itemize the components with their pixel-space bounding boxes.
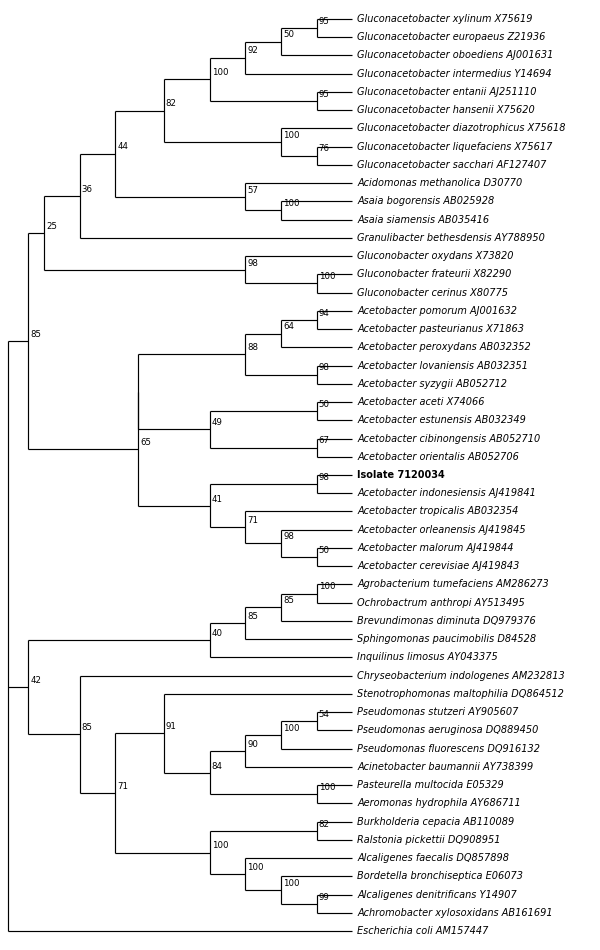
Text: Asaia bogorensis AB025928: Asaia bogorensis AB025928 — [357, 197, 494, 206]
Text: Gluconacetobacter xylinum X75619: Gluconacetobacter xylinum X75619 — [357, 13, 533, 24]
Text: 82: 82 — [319, 820, 329, 828]
Text: 98: 98 — [319, 473, 329, 482]
Text: Asaia siamensis AB035416: Asaia siamensis AB035416 — [357, 215, 490, 224]
Text: 71: 71 — [247, 516, 259, 525]
Text: Brevundimonas diminuta DQ979376: Brevundimonas diminuta DQ979376 — [357, 616, 536, 626]
Text: Gluconacetobacter europaeus Z21936: Gluconacetobacter europaeus Z21936 — [357, 32, 545, 42]
Text: Acetobacter aceti X74066: Acetobacter aceti X74066 — [357, 397, 485, 407]
Text: 95: 95 — [319, 89, 329, 99]
Text: Chryseobacterium indologenes AM232813: Chryseobacterium indologenes AM232813 — [357, 671, 565, 681]
Text: Burkholderia cepacia AB110089: Burkholderia cepacia AB110089 — [357, 817, 514, 826]
Text: Gluconobacter oxydans X73820: Gluconobacter oxydans X73820 — [357, 251, 514, 261]
Text: Acetobacter orientalis AB052706: Acetobacter orientalis AB052706 — [357, 452, 519, 462]
Text: Acetobacter cibinongensis AB052710: Acetobacter cibinongensis AB052710 — [357, 433, 541, 444]
Text: 100: 100 — [212, 842, 228, 850]
Text: 100: 100 — [247, 863, 264, 872]
Text: 44: 44 — [118, 142, 128, 151]
Text: Ochrobactrum anthropi AY513495: Ochrobactrum anthropi AY513495 — [357, 598, 525, 608]
Text: Acetobacter peroxydans AB032352: Acetobacter peroxydans AB032352 — [357, 342, 531, 352]
Text: Acetobacter estunensis AB032349: Acetobacter estunensis AB032349 — [357, 415, 526, 426]
Text: 100: 100 — [319, 582, 335, 592]
Text: 49: 49 — [212, 418, 223, 428]
Text: Pasteurella multocida E05329: Pasteurella multocida E05329 — [357, 780, 504, 790]
Text: 94: 94 — [319, 309, 329, 317]
Text: 71: 71 — [118, 782, 128, 790]
Text: 100: 100 — [283, 879, 299, 888]
Text: 92: 92 — [247, 47, 258, 55]
Text: Acetobacter indonesiensis AJ419841: Acetobacter indonesiensis AJ419841 — [357, 488, 536, 498]
Text: 100: 100 — [212, 68, 228, 77]
Text: Gluconacetobacter oboediens AJ001631: Gluconacetobacter oboediens AJ001631 — [357, 50, 554, 60]
Text: 98: 98 — [247, 258, 258, 268]
Text: Gluconobacter cerinus X80775: Gluconobacter cerinus X80775 — [357, 288, 508, 297]
Text: 100: 100 — [319, 783, 335, 792]
Text: Acetobacter malorum AJ419844: Acetobacter malorum AJ419844 — [357, 543, 514, 553]
Text: Gluconobacter frateurii X82290: Gluconobacter frateurii X82290 — [357, 269, 512, 279]
Text: Acetobacter tropicalis AB032354: Acetobacter tropicalis AB032354 — [357, 506, 518, 517]
Text: 85: 85 — [31, 330, 41, 338]
Text: 54: 54 — [319, 711, 329, 719]
Text: Stenotrophomonas maltophilia DQ864512: Stenotrophomonas maltophilia DQ864512 — [357, 689, 564, 699]
Text: Gluconacetobacter sacchari AF127407: Gluconacetobacter sacchari AF127407 — [357, 160, 547, 170]
Text: Inquilinus limosus AY043375: Inquilinus limosus AY043375 — [357, 653, 498, 662]
Text: 25: 25 — [46, 221, 57, 231]
Text: 85: 85 — [247, 612, 259, 621]
Text: 50: 50 — [319, 400, 329, 408]
Text: Pseudomonas aeruginosa DQ889450: Pseudomonas aeruginosa DQ889450 — [357, 726, 539, 735]
Text: 88: 88 — [247, 343, 259, 352]
Text: 57: 57 — [247, 185, 259, 195]
Text: Alcaligenes faecalis DQ857898: Alcaligenes faecalis DQ857898 — [357, 853, 509, 864]
Text: Agrobacterium tumefaciens AM286273: Agrobacterium tumefaciens AM286273 — [357, 580, 549, 590]
Text: Achromobacter xylosoxidans AB161691: Achromobacter xylosoxidans AB161691 — [357, 908, 553, 918]
Text: 100: 100 — [283, 131, 299, 140]
Text: Ralstonia pickettii DQ908951: Ralstonia pickettii DQ908951 — [357, 835, 501, 845]
Text: Aeromonas hydrophila AY686711: Aeromonas hydrophila AY686711 — [357, 799, 521, 808]
Text: Acidomonas methanolica D30770: Acidomonas methanolica D30770 — [357, 178, 523, 188]
Text: Gluconacetobacter diazotrophicus X75618: Gluconacetobacter diazotrophicus X75618 — [357, 124, 566, 133]
Text: Escherichia coli AM157447: Escherichia coli AM157447 — [357, 926, 488, 937]
Text: 85: 85 — [283, 596, 294, 605]
Text: 65: 65 — [140, 438, 151, 446]
Text: Bordetella bronchiseptica E06073: Bordetella bronchiseptica E06073 — [357, 871, 523, 882]
Text: 41: 41 — [212, 495, 223, 504]
Text: Gluconacetobacter entanii AJ251110: Gluconacetobacter entanii AJ251110 — [357, 86, 537, 97]
Text: Acetobacter syzygii AB052712: Acetobacter syzygii AB052712 — [357, 379, 507, 389]
Text: 64: 64 — [283, 322, 294, 332]
Text: Pseudomonas stutzeri AY905607: Pseudomonas stutzeri AY905607 — [357, 707, 518, 717]
Text: 90: 90 — [247, 740, 258, 749]
Text: Isolate 7120034: Isolate 7120034 — [357, 470, 445, 480]
Text: Gluconacetobacter hansenii X75620: Gluconacetobacter hansenii X75620 — [357, 105, 535, 115]
Text: Acetobacter lovaniensis AB032351: Acetobacter lovaniensis AB032351 — [357, 360, 528, 370]
Text: 67: 67 — [319, 436, 329, 446]
Text: 99: 99 — [319, 893, 329, 902]
Text: 85: 85 — [82, 723, 93, 732]
Text: 98: 98 — [283, 532, 294, 541]
Text: 50: 50 — [283, 30, 294, 39]
Text: 82: 82 — [166, 100, 176, 108]
Text: Sphingomonas paucimobilis D84528: Sphingomonas paucimobilis D84528 — [357, 635, 536, 644]
Text: 42: 42 — [31, 676, 41, 685]
Text: Gluconacetobacter intermedius Y14694: Gluconacetobacter intermedius Y14694 — [357, 68, 552, 79]
Text: Alcaligenes denitrificans Y14907: Alcaligenes denitrificans Y14907 — [357, 890, 517, 900]
Text: Gluconacetobacter liquefaciens X75617: Gluconacetobacter liquefaciens X75617 — [357, 142, 553, 151]
Text: 84: 84 — [212, 762, 223, 770]
Text: 50: 50 — [319, 546, 329, 555]
Text: 40: 40 — [212, 629, 223, 638]
Text: Acetobacter pasteurianus X71863: Acetobacter pasteurianus X71863 — [357, 324, 524, 334]
Text: Acetobacter cerevisiae AJ419843: Acetobacter cerevisiae AJ419843 — [357, 561, 520, 571]
Text: 100: 100 — [283, 724, 299, 732]
Text: Acetobacter pomorum AJ001632: Acetobacter pomorum AJ001632 — [357, 306, 517, 315]
Text: 100: 100 — [283, 200, 299, 208]
Text: 95: 95 — [319, 17, 329, 26]
Text: Acetobacter orleanensis AJ419845: Acetobacter orleanensis AJ419845 — [357, 524, 526, 535]
Text: 91: 91 — [166, 722, 176, 732]
Text: Pseudomonas fluorescens DQ916132: Pseudomonas fluorescens DQ916132 — [357, 744, 540, 753]
Text: 36: 36 — [82, 184, 93, 194]
Text: 76: 76 — [319, 144, 329, 154]
Text: 100: 100 — [319, 273, 335, 281]
Text: 98: 98 — [319, 364, 329, 372]
Text: Acinetobacter baumannii AY738399: Acinetobacter baumannii AY738399 — [357, 762, 533, 772]
Text: Granulibacter bethesdensis AY788950: Granulibacter bethesdensis AY788950 — [357, 233, 545, 243]
